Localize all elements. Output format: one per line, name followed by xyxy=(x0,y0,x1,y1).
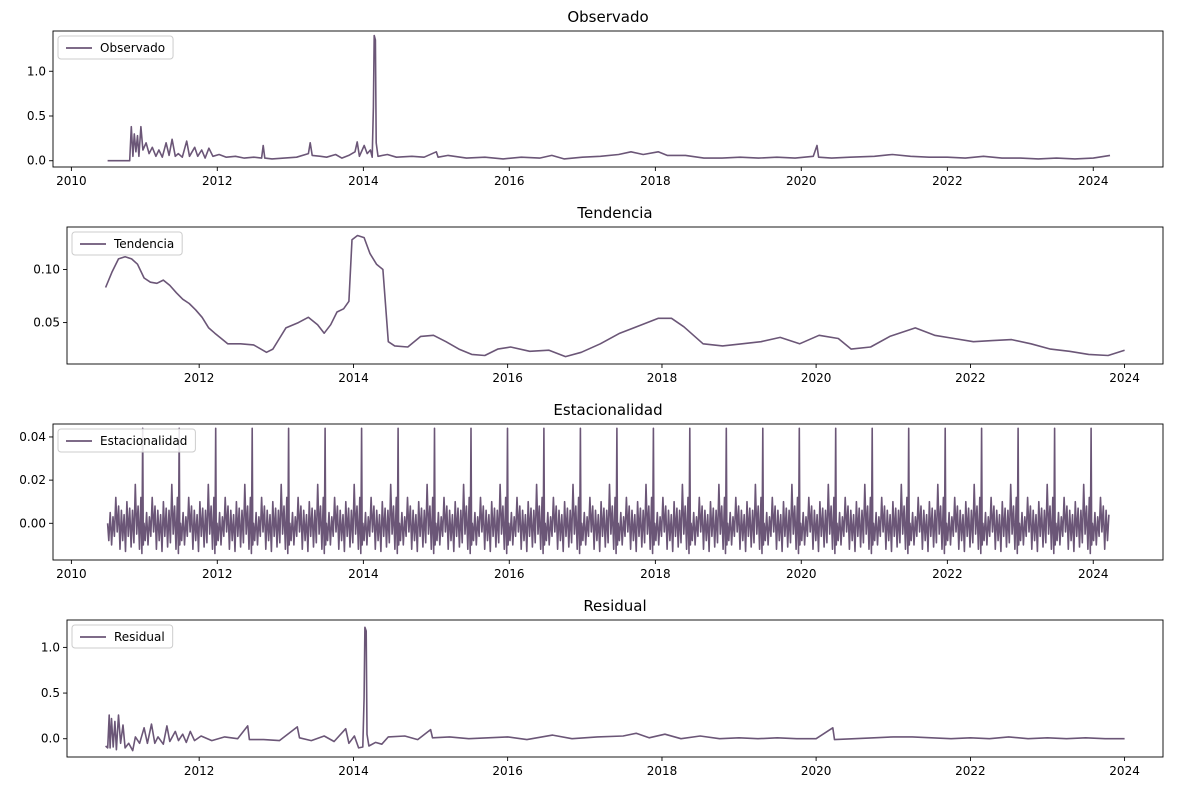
legend: Residual xyxy=(71,624,174,649)
panel-tendencia: Tendencia 2012 2014 2016 2018 2020 2022 2024 0.0… xyxy=(33,204,1164,385)
x-tick-label: 2016 xyxy=(492,371,523,385)
x-tick-label: 2022 xyxy=(932,174,963,188)
panel-observado: Observado 2010 2012 2014 2016 2018 2020 2022 202… xyxy=(27,8,1164,188)
series-line xyxy=(106,427,1110,555)
x-tick-label: 2020 xyxy=(786,174,817,188)
x-tick-label: 2024 xyxy=(1078,174,1109,188)
y-tick-label: 0.0 xyxy=(41,732,60,746)
x-tick-label: 2022 xyxy=(932,567,963,581)
x-tick-label: 2014 xyxy=(348,174,379,188)
x-tick-label: 2018 xyxy=(640,174,671,188)
series-line xyxy=(105,626,1125,752)
legend-label: Estacionalidad xyxy=(100,434,187,448)
legend-label: Observado xyxy=(100,41,165,55)
axes-frame xyxy=(52,30,1164,168)
y-tick-label: 0.5 xyxy=(27,109,46,123)
x-tick-label: 2014 xyxy=(338,764,369,778)
x-tick-label: 2010 xyxy=(56,567,87,581)
x-tick-label: 2012 xyxy=(184,764,215,778)
x-tick-label: 2012 xyxy=(202,567,233,581)
x-tick-label: 2022 xyxy=(955,764,986,778)
axes-frame xyxy=(52,423,1164,561)
x-tick-label: 2012 xyxy=(202,174,233,188)
x-tick-label: 2022 xyxy=(955,371,986,385)
panel-title: Residual xyxy=(583,597,646,615)
x-tick-label: 2014 xyxy=(338,371,369,385)
x-tick-label: 2024 xyxy=(1078,567,1109,581)
x-tick-label: 2016 xyxy=(494,174,525,188)
legend-box xyxy=(71,624,174,649)
y-tick-label: 0.5 xyxy=(41,686,60,700)
panel-title: Tendencia xyxy=(576,204,652,222)
legend-label: Tendencia xyxy=(113,237,174,251)
x-tick-label: 2024 xyxy=(1109,371,1140,385)
x-tick-label: 2020 xyxy=(786,567,817,581)
y-tick-label: 0.0 xyxy=(27,154,46,168)
panel-title: Observado xyxy=(567,8,648,26)
series-line xyxy=(107,34,1111,162)
legend: Observado xyxy=(57,35,174,60)
x-tick-label: 2018 xyxy=(647,764,678,778)
y-tick-label: 0.04 xyxy=(19,430,46,444)
x-tick-label: 2020 xyxy=(801,371,832,385)
legend-label: Residual xyxy=(114,630,165,644)
y-tick-label: 1.0 xyxy=(41,640,60,654)
x-tick-label: 2012 xyxy=(184,371,215,385)
y-tick-label: 0.02 xyxy=(19,473,46,487)
panel-residual: Residual 2012 2014 2016 2018 2020 2022 2024 0.0 0… xyxy=(41,597,1164,778)
y-tick-label: 0.00 xyxy=(19,516,46,530)
x-tick-label: 2018 xyxy=(640,567,671,581)
x-tick-label: 2018 xyxy=(647,371,678,385)
panel-estacionalidad: Estacionalidad 2010 2012 2014 2016 2018 2020 20… xyxy=(19,401,1164,581)
legend: Tendencia xyxy=(71,231,183,256)
x-tick-label: 2024 xyxy=(1109,764,1140,778)
series-line xyxy=(104,234,1125,358)
panel-title: Estacionalidad xyxy=(553,401,662,419)
legend-box xyxy=(57,428,196,453)
legend-box xyxy=(57,35,174,60)
x-tick-label: 2016 xyxy=(492,764,523,778)
legend: Estacionalidad xyxy=(57,428,196,453)
x-tick-label: 2010 xyxy=(56,174,87,188)
x-tick-label: 2016 xyxy=(494,567,525,581)
y-tick-label: 0.05 xyxy=(33,316,60,330)
y-tick-label: 0.10 xyxy=(33,262,60,276)
x-tick-label: 2014 xyxy=(348,567,379,581)
x-tick-label: 2020 xyxy=(801,764,832,778)
axes-frame xyxy=(66,226,1164,365)
axes-frame xyxy=(66,619,1164,758)
y-tick-label: 1.0 xyxy=(27,64,46,78)
legend-box xyxy=(71,231,183,256)
